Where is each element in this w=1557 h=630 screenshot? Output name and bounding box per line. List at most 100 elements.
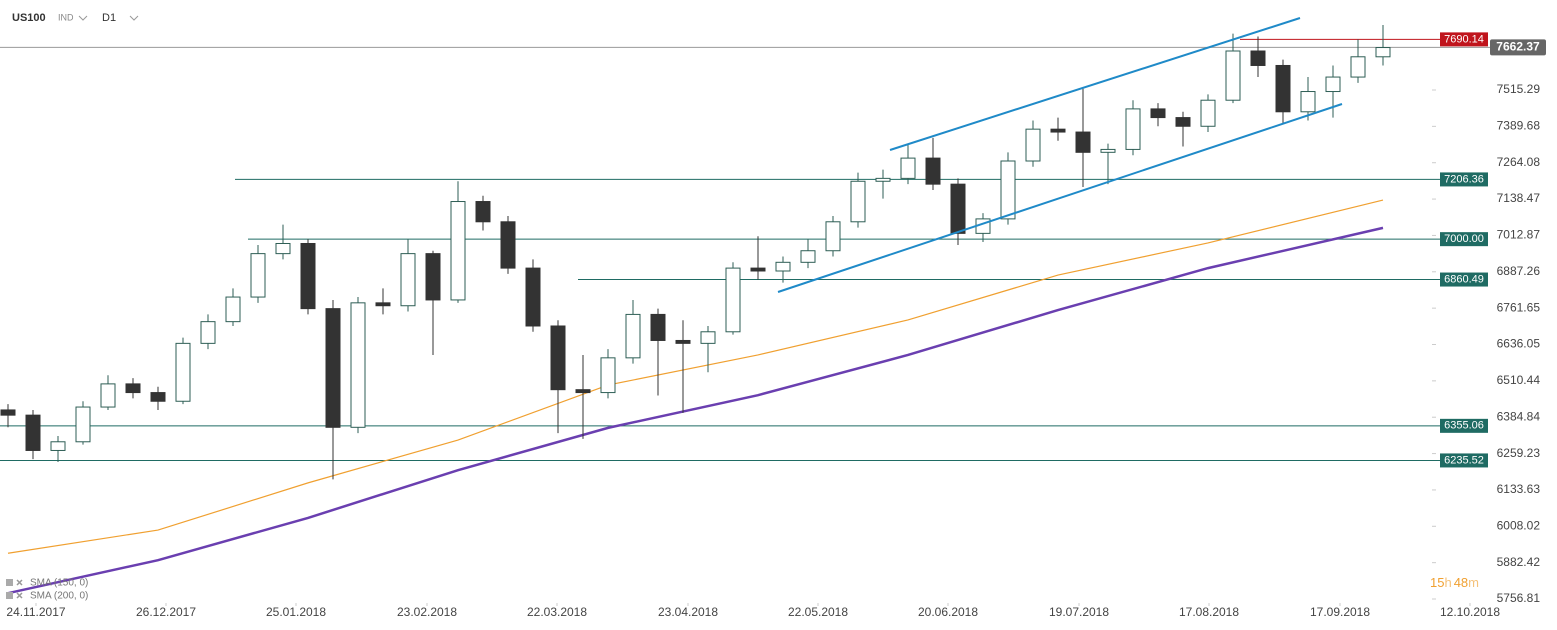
y-tick-label: 7515.29: [1497, 82, 1541, 96]
x-tick-label: 19.07.2018: [1049, 605, 1109, 619]
candle-body: [1325, 76, 1341, 93]
candle-body: [1250, 50, 1266, 66]
x-tick-label: 22.05.2018: [788, 605, 848, 619]
interval[interactable]: D1: [102, 12, 116, 24]
legend-entry: SMA (150, 0): [30, 578, 88, 589]
sma-line: [7, 226, 1384, 595]
candle-body: [1375, 47, 1391, 58]
level-tag: [1440, 232, 1488, 247]
y-tick-label: 6008.02: [1497, 518, 1541, 532]
candle-body: [800, 250, 816, 263]
y-tick-label: 7138.47: [1497, 191, 1541, 205]
candle-body: [150, 392, 166, 402]
level-tag: [1440, 32, 1488, 47]
candle-body: [675, 339, 691, 344]
candle-body: [1175, 117, 1191, 127]
candle-body: [425, 253, 441, 301]
x-tick-label: 12.10.2018: [1440, 605, 1500, 619]
candle-body: [725, 267, 741, 333]
x-tick-label: 22.03.2018: [527, 605, 587, 619]
candle-body: [100, 383, 116, 408]
timer-minutes: 48: [1454, 575, 1468, 590]
y-tick-label: 5882.42: [1497, 555, 1541, 569]
level-label: 6860.49: [1444, 273, 1484, 285]
timer-unit: h: [1444, 575, 1451, 590]
candle-body: [1100, 148, 1116, 153]
legend-close-icon: [16, 592, 23, 599]
y-tick-label: 7389.68: [1497, 119, 1541, 133]
level-label: 6355.06: [1444, 420, 1484, 432]
level-tag: [1440, 453, 1488, 468]
current-price-tag: [1490, 39, 1546, 56]
x-tick-label: 17.08.2018: [1179, 605, 1239, 619]
candle-body: [0, 409, 16, 416]
dropdown-icon[interactable]: [129, 15, 139, 21]
level-tag: [1440, 172, 1488, 187]
y-tick-label: 6510.44: [1497, 373, 1541, 387]
legend-entry: SMA (200, 0): [30, 591, 88, 602]
candle-body: [525, 267, 541, 327]
candle-body: [650, 313, 666, 341]
candle-body: [575, 389, 591, 394]
timer-unit: m: [1468, 575, 1479, 590]
candle-body: [1025, 128, 1041, 162]
plot: 7515.29 7389.68 7264.08 7138.47 7012.87 6887.…: [0, 24, 1546, 619]
y-tick-label: 7012.87: [1497, 228, 1541, 242]
candle-body: [775, 261, 791, 272]
candle-body: [50, 441, 66, 451]
candle-body: [875, 177, 891, 182]
timer-hours: 15: [1430, 575, 1444, 590]
candle-body: [900, 157, 916, 179]
level-label: 7690.14: [1444, 33, 1484, 45]
candle-body: [550, 325, 566, 391]
candle-body: [1200, 99, 1216, 127]
timer: 15h 48m: [1430, 575, 1479, 590]
y-tick-label: 5756.81: [1497, 591, 1541, 605]
y-tick-label: 7264.08: [1497, 155, 1541, 169]
candle-body: [200, 321, 216, 344]
candle-body: [225, 296, 241, 323]
level-label: 7206.36: [1444, 173, 1484, 185]
y-tick-label: 6761.65: [1497, 300, 1541, 314]
level-label: 6235.52: [1444, 454, 1484, 466]
candle-body: [450, 201, 466, 301]
trend-channel-lower: [777, 103, 1343, 293]
legend-icon: [6, 592, 13, 599]
candle-body: [700, 331, 716, 344]
candle-body: [825, 221, 841, 252]
y-tick-label: 6636.05: [1497, 337, 1541, 351]
x-tick-label: 25.01.2018: [266, 605, 326, 619]
candle-body: [1150, 108, 1166, 119]
candle-body: [1300, 91, 1316, 113]
candle-body: [350, 302, 366, 428]
candle-body: [950, 183, 966, 234]
y-tick-label: 6259.23: [1497, 446, 1541, 460]
candle-body: [325, 308, 341, 428]
candle-body: [400, 253, 416, 307]
candle-body: [1050, 128, 1066, 133]
sma-line: [7, 199, 1384, 554]
candle-body: [1000, 160, 1016, 220]
candle-body: [1350, 56, 1366, 78]
market: IND: [58, 12, 74, 22]
candle-body: [750, 267, 766, 272]
level-tag: [1440, 272, 1488, 287]
current-price-label: 7662.37: [1496, 40, 1540, 54]
candle-body: [175, 342, 191, 402]
candle-body: [600, 357, 616, 394]
level-label: 7000.00: [1444, 233, 1484, 245]
x-tick-label: 23.02.2018: [397, 605, 457, 619]
dropdown-icon[interactable]: [78, 15, 88, 21]
symbol[interactable]: US100: [12, 12, 46, 24]
candle-body: [75, 406, 91, 443]
x-tick-label: 17.09.2018: [1310, 605, 1370, 619]
candle-body: [1075, 131, 1091, 153]
trend-channel-upper: [889, 17, 1301, 151]
candle-body: [275, 242, 291, 255]
candle-body: [375, 302, 391, 307]
y-tick-label: 6887.26: [1497, 264, 1541, 278]
x-tick-label: 20.06.2018: [918, 605, 978, 619]
x-tick-label: 23.04.2018: [658, 605, 718, 619]
candle-body: [850, 180, 866, 223]
level-tag: [1440, 418, 1488, 433]
